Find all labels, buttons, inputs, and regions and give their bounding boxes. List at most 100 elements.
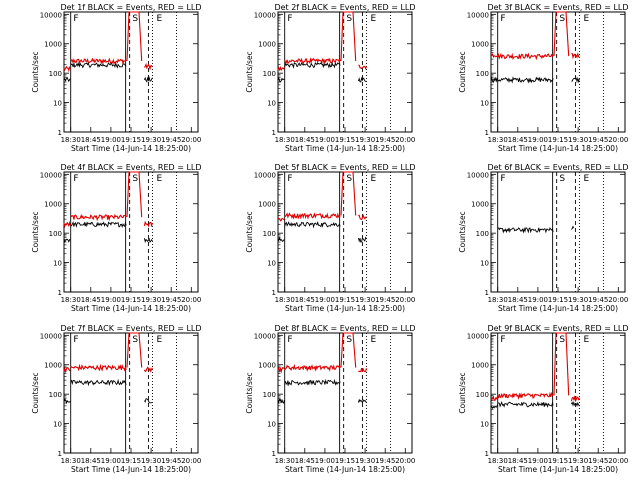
y-tick-label: 1000 bbox=[258, 41, 276, 49]
y-tick-label: 1000 bbox=[258, 201, 276, 209]
y-tick-label: 1000 bbox=[44, 362, 62, 370]
x-tick-label: 19:45 bbox=[375, 136, 395, 144]
y-tick-label: 1000 bbox=[44, 201, 62, 209]
y-tick-label: 10 bbox=[267, 100, 276, 108]
x-tick-label: 18:45 bbox=[508, 136, 528, 144]
y-tick-label: 10 bbox=[480, 100, 489, 108]
x-tick-label: 19:00 bbox=[315, 296, 335, 304]
x-axis-label: Start Time (14-Jun-14 18:25:00) bbox=[498, 465, 618, 474]
y-tick-label: 1 bbox=[272, 450, 276, 458]
y-tick-label: 10000 bbox=[467, 11, 489, 19]
marker-s: S bbox=[132, 174, 138, 184]
x-tick-label: 19:30 bbox=[355, 296, 375, 304]
x-tick-label: 19:00 bbox=[528, 136, 548, 144]
x-axis-label: Start Time (14-Jun-14 18:25:00) bbox=[285, 304, 405, 313]
y-tick-label: 100 bbox=[49, 230, 62, 238]
lld-series bbox=[490, 11, 580, 61]
lld-series bbox=[63, 11, 153, 73]
marker-e: E bbox=[583, 335, 589, 345]
y-tick-label: 10000 bbox=[467, 332, 489, 340]
x-tick-label: 19:00 bbox=[101, 136, 121, 144]
x-tick-label: 18:30 bbox=[61, 457, 81, 465]
panel-det-5: Det 5f BLACK = Events, RED = LLD 1 10 100 10… bbox=[245, 163, 416, 313]
plot-frame bbox=[490, 11, 626, 133]
x-tick-label: 18:45 bbox=[295, 296, 315, 304]
x-tick-label: 18:30 bbox=[275, 296, 295, 304]
x-tick-label: 20:00 bbox=[181, 136, 201, 144]
lld-series bbox=[277, 11, 367, 72]
y-axis-label: Counts/sec bbox=[458, 372, 467, 413]
x-tick-label: 20:00 bbox=[395, 296, 415, 304]
x-tick-label: 19:15 bbox=[335, 457, 355, 465]
x-tick-label: 19:00 bbox=[315, 136, 335, 144]
lld-series bbox=[490, 332, 580, 403]
y-tick-label: 10000 bbox=[40, 332, 62, 340]
panel-title: Det 6f BLACK = Events, RED = LLD bbox=[487, 163, 628, 172]
x-tick-label: 18:45 bbox=[295, 457, 315, 465]
x-tick-label: 19:45 bbox=[588, 296, 608, 304]
x-tick-label: 18:45 bbox=[508, 457, 528, 465]
y-tick-label: 1 bbox=[485, 289, 489, 297]
y-tick-label: 10 bbox=[480, 421, 489, 429]
y-tick-label: 100 bbox=[49, 70, 62, 78]
y-tick-label: 10 bbox=[53, 421, 62, 429]
panel-title: Det 8f BLACK = Events, RED = LLD bbox=[274, 324, 415, 333]
x-tick-label: 20:00 bbox=[395, 136, 415, 144]
x-tick-label: 18:45 bbox=[295, 136, 315, 144]
marker-e: E bbox=[156, 14, 162, 24]
events-series bbox=[63, 221, 153, 244]
plot-frame bbox=[63, 171, 199, 293]
y-tick-label: 1000 bbox=[471, 201, 489, 209]
x-tick-label: 18:30 bbox=[488, 296, 508, 304]
x-tick-label: 19:15 bbox=[548, 457, 568, 465]
x-tick-label: 18:30 bbox=[275, 136, 295, 144]
x-tick-label: 19:30 bbox=[568, 136, 588, 144]
y-tick-label: 100 bbox=[476, 230, 489, 238]
x-tick-label: 20:00 bbox=[395, 457, 415, 465]
lld-series bbox=[63, 332, 153, 374]
panel-det-9: Det 9f BLACK = Events, RED = LLD 1 10 100 10… bbox=[458, 324, 629, 474]
x-tick-label: 19:30 bbox=[355, 136, 375, 144]
events-series bbox=[490, 76, 580, 84]
panel-title: Det 7f BLACK = Events, RED = LLD bbox=[60, 324, 201, 333]
x-tick-label: 20:00 bbox=[608, 296, 628, 304]
x-tick-label: 19:45 bbox=[161, 136, 181, 144]
y-tick-label: 1 bbox=[272, 289, 276, 297]
x-tick-label: 20:00 bbox=[181, 296, 201, 304]
panel-title: Det 9f BLACK = Events, RED = LLD bbox=[487, 324, 628, 333]
x-tick-label: 20:00 bbox=[181, 457, 201, 465]
marker-f: F bbox=[500, 335, 505, 345]
marker-f: F bbox=[73, 335, 78, 345]
panel-title: Det 5f BLACK = Events, RED = LLD bbox=[274, 163, 415, 172]
lld-series bbox=[277, 332, 367, 374]
marker-s: S bbox=[132, 335, 138, 345]
panel-title: Det 3f BLACK = Events, RED = LLD bbox=[487, 3, 628, 12]
marker-s: S bbox=[559, 174, 565, 184]
events-series bbox=[277, 378, 367, 404]
y-tick-label: 10000 bbox=[254, 11, 276, 19]
x-tick-label: 19:45 bbox=[588, 457, 608, 465]
x-tick-label: 18:45 bbox=[81, 296, 101, 304]
plot-frame bbox=[63, 11, 199, 133]
lld-series bbox=[277, 171, 367, 222]
panel-det-7: Det 7f BLACK = Events, RED = LLD 1 10 100 10… bbox=[31, 324, 202, 474]
marker-f: F bbox=[287, 14, 292, 24]
x-tick-label: 19:15 bbox=[121, 136, 141, 144]
y-axis-label: Counts/sec bbox=[458, 211, 467, 252]
marker-s: S bbox=[559, 14, 565, 24]
x-tick-label: 19:45 bbox=[588, 136, 608, 144]
panel-title: Det 4f BLACK = Events, RED = LLD bbox=[60, 163, 201, 172]
panel-det-3: Det 3f BLACK = Events, RED = LLD 1 10 100 10… bbox=[458, 3, 629, 153]
x-tick-label: 19:30 bbox=[141, 136, 161, 144]
marker-s: S bbox=[346, 174, 352, 184]
y-tick-label: 1000 bbox=[44, 41, 62, 49]
x-tick-label: 19:30 bbox=[141, 296, 161, 304]
x-tick-label: 19:30 bbox=[355, 457, 375, 465]
x-tick-label: 18:30 bbox=[61, 136, 81, 144]
lld-series bbox=[63, 171, 153, 228]
plot-frame bbox=[277, 171, 413, 293]
y-axis-label: Counts/sec bbox=[245, 51, 254, 92]
marker-s: S bbox=[132, 14, 138, 24]
y-tick-label: 100 bbox=[263, 230, 276, 238]
